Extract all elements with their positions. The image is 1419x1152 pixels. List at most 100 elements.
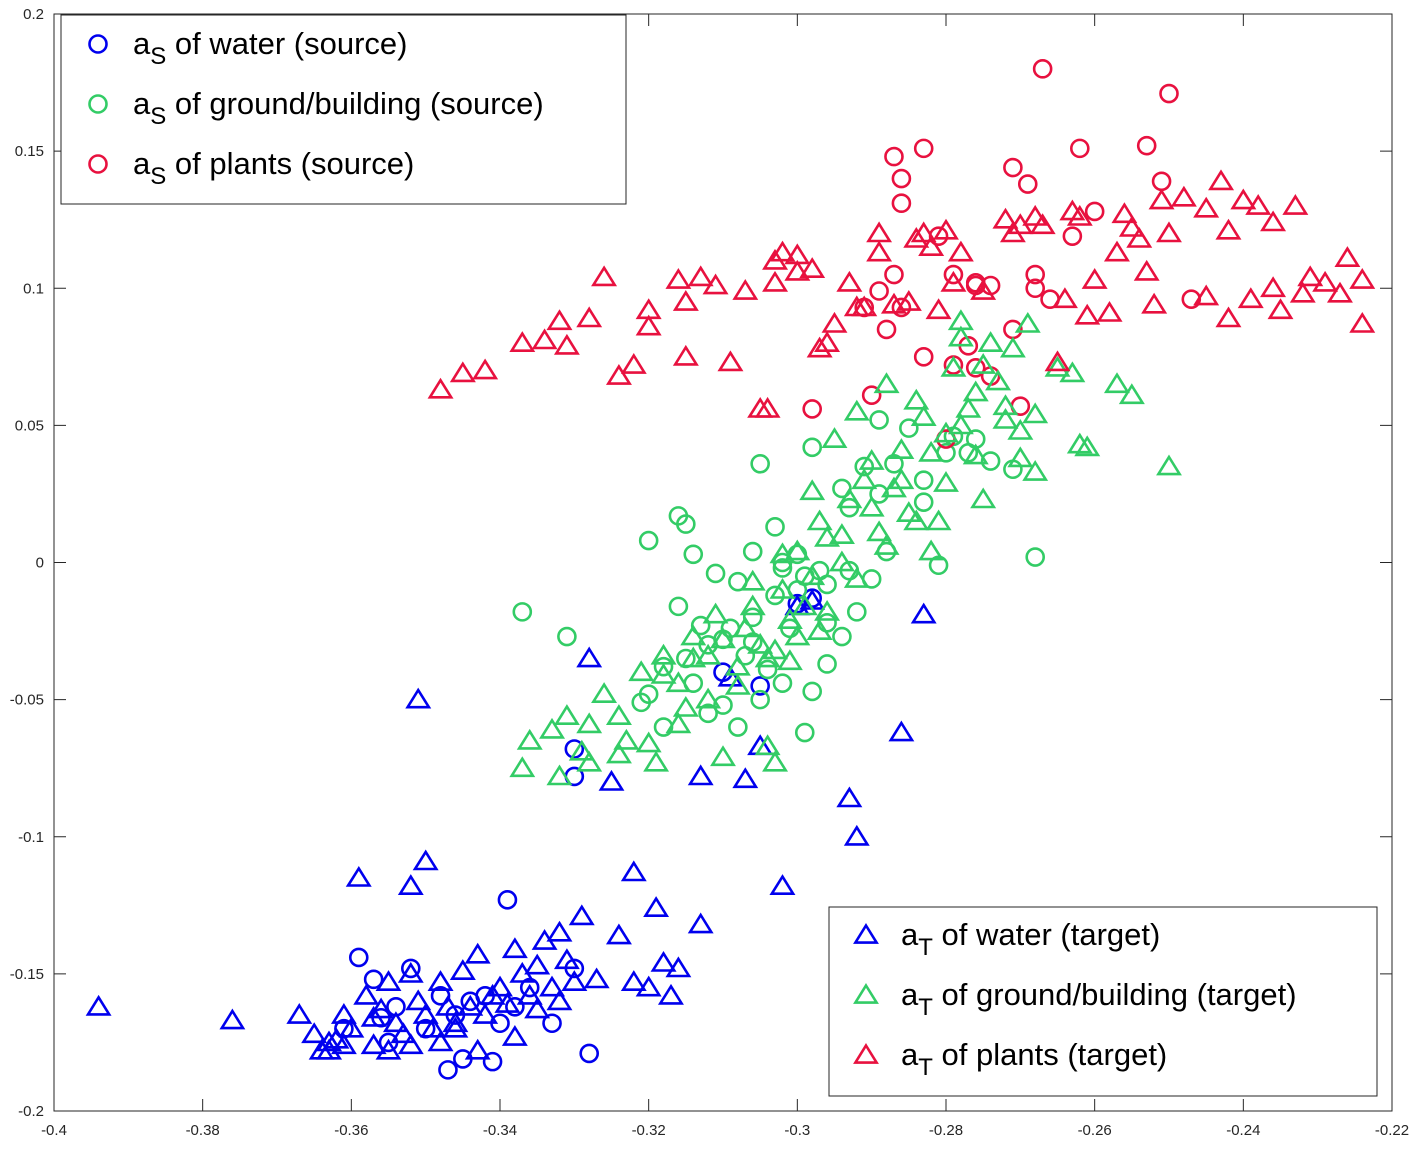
- data-point: [765, 517, 785, 537]
- data-point: [1156, 454, 1182, 476]
- data-point: [434, 994, 461, 1016]
- legend-label-subscript: S: [150, 163, 166, 190]
- data-point: [884, 146, 904, 167]
- data-point: [1014, 311, 1041, 333]
- data-point: [985, 369, 1012, 391]
- data-point: [1215, 306, 1242, 328]
- series-1-points: [512, 410, 1045, 743]
- data-point: [970, 487, 997, 509]
- data-point: [791, 594, 818, 616]
- data-point: [683, 544, 704, 565]
- data-point: [620, 860, 647, 882]
- data-point: [913, 347, 934, 367]
- data-point: [323, 1027, 350, 1049]
- data-point: [605, 364, 632, 385]
- data-point: [1111, 202, 1138, 224]
- data-point: [866, 240, 893, 262]
- data-point: [806, 619, 833, 641]
- data-point: [903, 509, 930, 531]
- data-point: [940, 270, 967, 292]
- x-tick-label: -0.4: [41, 1122, 67, 1139]
- legend-label-main: a: [133, 86, 151, 121]
- data-point: [635, 314, 662, 336]
- data-point: [427, 377, 454, 399]
- data-point: [1141, 292, 1168, 314]
- data-point: [382, 1011, 409, 1033]
- data-point: [742, 632, 763, 652]
- data-point: [531, 328, 558, 350]
- data-point: [757, 659, 778, 680]
- data-point: [925, 298, 952, 320]
- data-point: [1136, 135, 1157, 156]
- legend-label-subscript: T: [918, 994, 933, 1021]
- data-point: [880, 292, 907, 314]
- data-point: [1029, 213, 1056, 235]
- y-tick-label: -0.2: [18, 1103, 44, 1120]
- data-point: [542, 1013, 562, 1034]
- data-point: [531, 929, 558, 950]
- legend-label-rest: of ground/building (source): [166, 86, 543, 121]
- data-point: [464, 942, 491, 964]
- data-point: [992, 394, 1019, 416]
- data-point: [353, 983, 380, 1005]
- data-point: [762, 750, 789, 772]
- data-point: [992, 407, 1019, 429]
- data-point: [553, 704, 580, 726]
- data-point: [1193, 196, 1220, 218]
- legends-layer: aS of water (source)aS of ground/buildin…: [60, 14, 1378, 1097]
- data-point: [553, 948, 580, 970]
- data-point: [546, 920, 573, 942]
- data-point: [750, 453, 770, 474]
- data-point: [784, 259, 811, 281]
- x-tick-label: -0.36: [334, 1122, 368, 1139]
- data-point: [348, 947, 369, 968]
- legend-marker: [853, 1043, 879, 1064]
- legend-label-rest: of ground/building (target): [933, 977, 1297, 1012]
- data-point: [1044, 355, 1071, 377]
- data-point: [710, 745, 736, 767]
- data-point: [1349, 268, 1376, 289]
- data-point: [1334, 246, 1361, 268]
- legend-label-main: a: [901, 917, 919, 952]
- data-point: [784, 539, 811, 561]
- data-point: [620, 970, 647, 992]
- data-point: [605, 704, 632, 726]
- data-point: [903, 226, 930, 248]
- data-point: [579, 1043, 600, 1064]
- data-point: [505, 996, 525, 1017]
- data-point: [873, 534, 900, 555]
- data-point: [832, 626, 852, 647]
- data-point: [891, 193, 912, 214]
- data-point: [1170, 185, 1197, 207]
- data-point: [1074, 303, 1101, 325]
- legend-label-main: a: [133, 146, 151, 181]
- data-point: [772, 673, 793, 693]
- data-point: [687, 764, 714, 786]
- data-point: [705, 563, 726, 584]
- data-point: [653, 656, 674, 677]
- data-point: [843, 567, 870, 588]
- y-tick-label: -0.05: [10, 692, 44, 709]
- data-point: [635, 975, 662, 997]
- data-point: [821, 311, 848, 333]
- data-point: [695, 643, 722, 665]
- data-point: [739, 569, 766, 591]
- legend-label: aT of water (target): [901, 917, 1160, 961]
- data-point: [457, 994, 484, 1016]
- data-point: [828, 523, 855, 545]
- y-tick-label: 0.1: [23, 280, 44, 297]
- data-point: [977, 331, 1004, 353]
- x-tick-label: -0.24: [1226, 1122, 1260, 1139]
- data-point: [925, 509, 952, 531]
- data-point: [843, 399, 870, 421]
- data-point: [717, 665, 744, 687]
- data-point: [438, 1060, 458, 1080]
- data-point: [1260, 210, 1287, 232]
- data-point: [769, 542, 796, 564]
- data-point: [524, 997, 551, 1019]
- data-point: [643, 750, 670, 772]
- data-point: [375, 970, 402, 992]
- data-point: [1230, 188, 1257, 210]
- data-point: [806, 336, 833, 358]
